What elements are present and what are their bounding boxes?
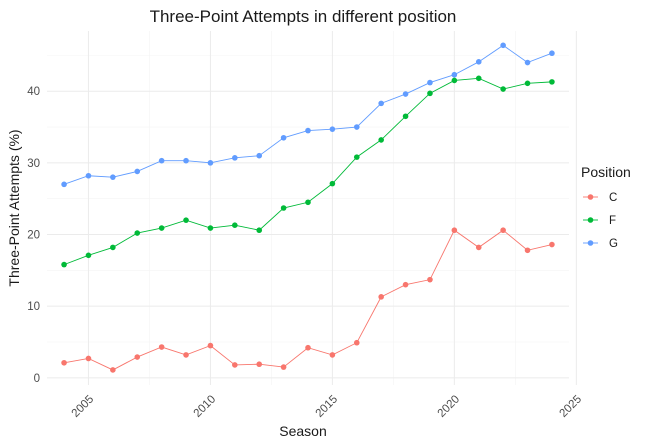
data-point xyxy=(475,244,482,251)
data-point xyxy=(207,160,214,166)
legend-key-point xyxy=(587,217,594,223)
data-point xyxy=(232,155,238,161)
data-point xyxy=(61,181,67,188)
data-point xyxy=(329,180,336,187)
data-point xyxy=(353,124,360,130)
data-point xyxy=(402,281,409,288)
data-point xyxy=(549,241,555,248)
data-point xyxy=(524,80,531,87)
x-tick-label: 2005 xyxy=(70,393,97,420)
series-F xyxy=(61,75,555,268)
data-point xyxy=(427,79,433,86)
data-point xyxy=(451,71,458,78)
data-point xyxy=(402,113,409,120)
series-line xyxy=(63,44,553,185)
data-point xyxy=(378,100,384,107)
y-axis-title: Three-Point Attempts (%) xyxy=(6,129,22,286)
legend-label: G xyxy=(609,238,618,250)
data-point xyxy=(110,174,116,180)
data-point xyxy=(85,355,92,362)
data-point xyxy=(305,344,311,351)
data-point xyxy=(134,354,141,360)
series-G xyxy=(61,42,555,188)
data-point xyxy=(305,199,311,206)
data-point xyxy=(280,134,287,141)
data-point xyxy=(183,352,189,358)
data-point xyxy=(427,276,433,283)
data-point xyxy=(451,227,458,234)
data-point xyxy=(85,172,92,179)
data-point xyxy=(61,261,67,268)
series-C xyxy=(61,227,555,373)
data-point xyxy=(158,157,165,164)
data-point xyxy=(524,59,531,66)
legend-label: C xyxy=(609,192,617,204)
data-point xyxy=(475,59,482,65)
data-point xyxy=(256,152,263,159)
data-point xyxy=(305,127,311,134)
data-point xyxy=(134,168,141,175)
data-point xyxy=(110,367,116,373)
y-tick-label: 40 xyxy=(27,86,40,98)
data-point xyxy=(158,344,165,350)
data-point xyxy=(183,157,189,164)
plot-panel xyxy=(47,31,577,385)
x-tick-label: 2015 xyxy=(314,393,341,420)
data-point xyxy=(500,227,506,234)
data-point xyxy=(256,227,263,234)
data-point xyxy=(85,252,92,259)
legend-key-point xyxy=(587,240,594,246)
data-point xyxy=(402,91,409,97)
data-point xyxy=(427,90,433,97)
y-tick-label: 20 xyxy=(27,230,40,242)
y-axis: 0 10 20 30 40 xyxy=(27,86,40,385)
data-point xyxy=(378,137,384,143)
y-tick-label: 0 xyxy=(34,373,40,385)
x-tick-label: 2020 xyxy=(436,393,463,420)
x-axis: 2005 2010 2015 2020 2025 xyxy=(70,393,584,420)
data-point xyxy=(500,86,506,92)
data-point xyxy=(158,225,165,231)
x-axis-title: Season xyxy=(279,423,326,439)
data-point xyxy=(524,247,531,254)
legend-label: F xyxy=(609,215,616,227)
legend-item-G: G xyxy=(583,238,618,250)
data-point xyxy=(549,79,555,85)
data-point xyxy=(451,77,458,84)
data-point xyxy=(207,225,214,231)
legend-title: Position xyxy=(581,164,631,180)
x-tick-label: 2010 xyxy=(192,393,219,420)
data-point xyxy=(207,342,214,349)
data-point xyxy=(353,154,360,160)
data-point xyxy=(61,359,67,366)
legend-item-F: F xyxy=(583,215,616,227)
legend-item-C: C xyxy=(583,192,617,204)
data-point xyxy=(475,75,482,82)
data-point xyxy=(183,217,189,223)
data-point xyxy=(232,362,238,368)
data-point xyxy=(500,42,506,49)
y-tick-label: 10 xyxy=(27,301,40,313)
y-tick-label: 30 xyxy=(27,158,40,170)
legend-key-point xyxy=(587,194,594,200)
series-layer xyxy=(61,42,555,373)
x-tick-label: 2025 xyxy=(558,393,585,420)
data-point xyxy=(378,294,384,300)
chart-title: Three-Point Attempts in different positi… xyxy=(150,7,457,26)
legend: Position CFG xyxy=(581,164,631,250)
data-point xyxy=(232,222,238,228)
data-point xyxy=(256,361,263,368)
data-point xyxy=(353,339,360,346)
data-point xyxy=(134,230,141,236)
data-point xyxy=(329,352,336,358)
data-point xyxy=(110,244,116,251)
data-point xyxy=(280,205,287,211)
data-point xyxy=(280,364,287,370)
data-point xyxy=(329,126,336,132)
data-point xyxy=(549,50,555,57)
